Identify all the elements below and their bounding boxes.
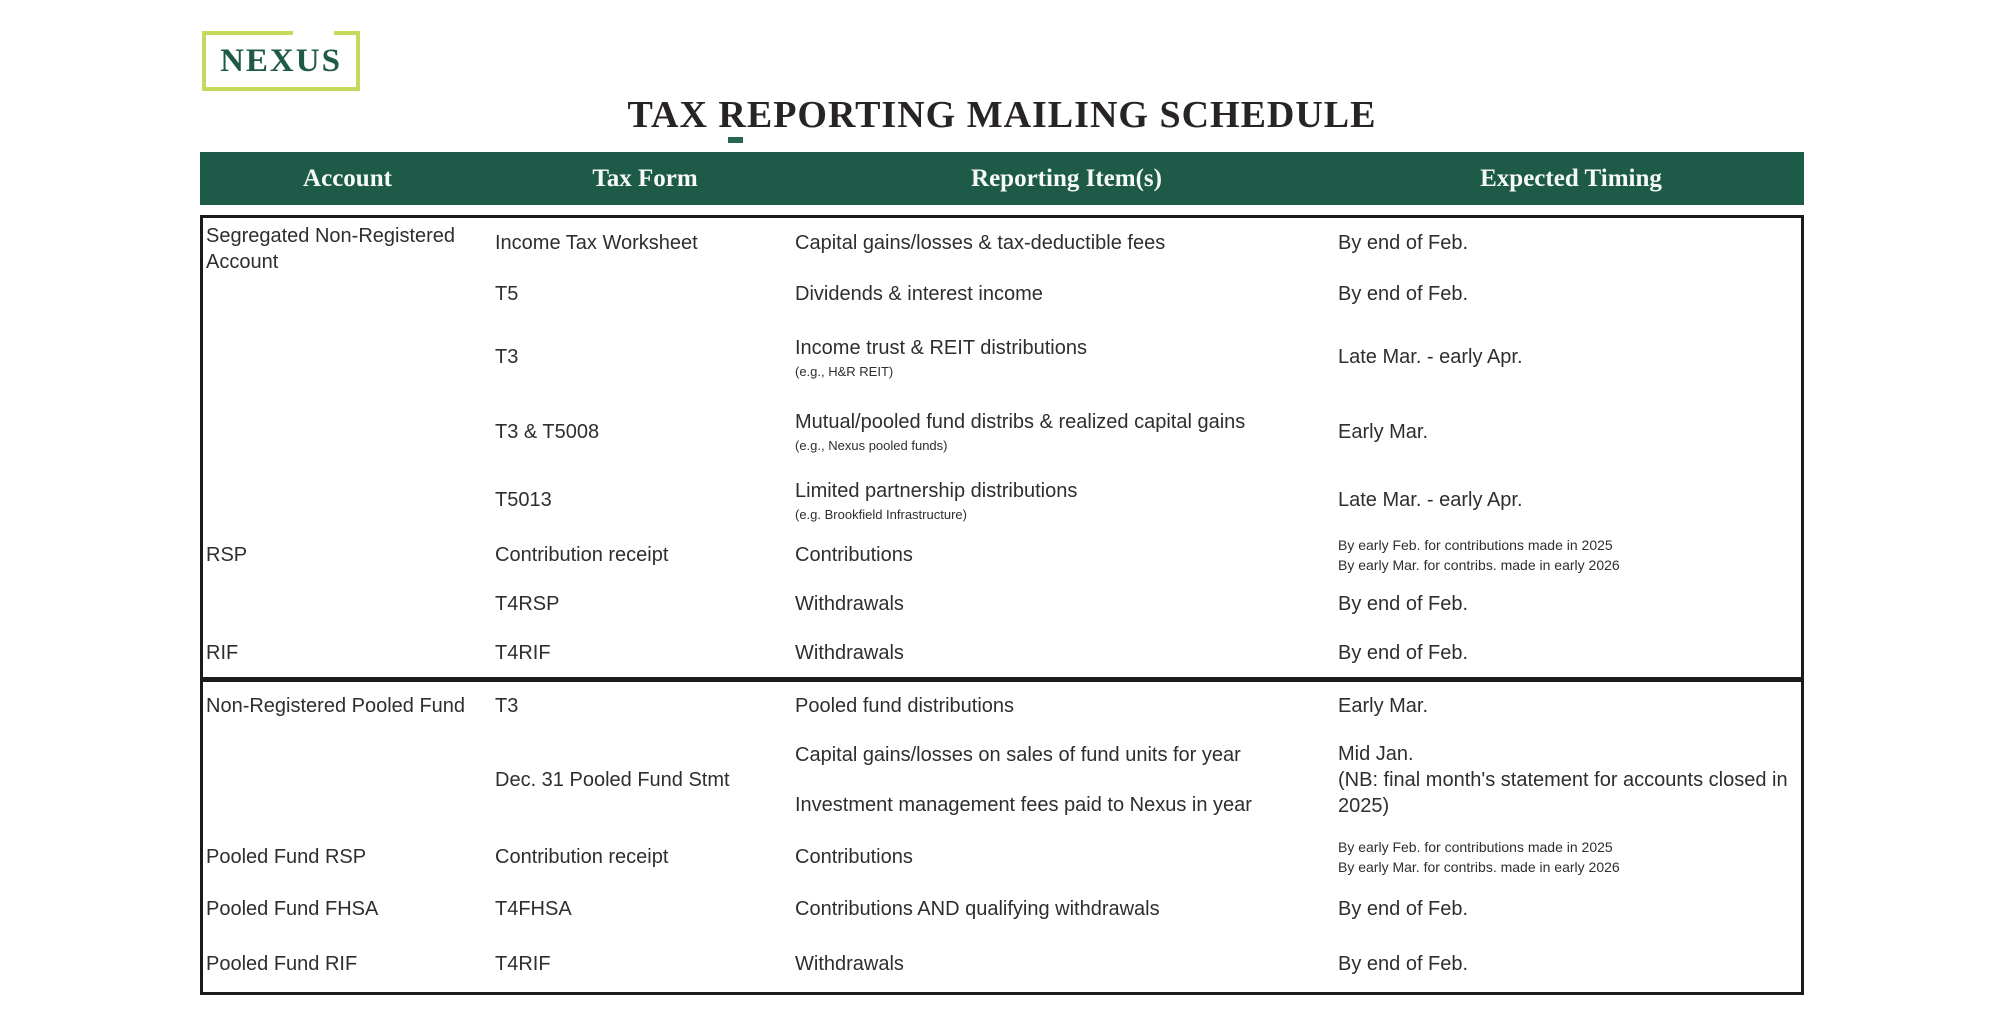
account-cell: [203, 729, 495, 831]
timing-cell: By early Feb. for contributions made in …: [1338, 831, 1801, 883]
reporting-item: Investment management fees paid to Nexus…: [795, 794, 1252, 816]
timing-cell: Mid Jan. (NB: final month's statement fo…: [1338, 729, 1801, 831]
timing-cell: By end of Feb.: [1338, 898, 1469, 920]
timing-note: (NB: final month's statement for account…: [1338, 769, 1788, 817]
reporting-cell: Contributions: [795, 544, 913, 566]
reporting-item: Mutual/pooled fund distribs & realized c…: [795, 411, 1246, 433]
header-tax-form: Tax Form: [592, 164, 698, 192]
account-cell: Non-Registered Pooled Fund: [206, 694, 466, 717]
table-row: T5013 Limited partnership distributions …: [203, 469, 1801, 531]
timing-cell: By end of Feb.: [1338, 952, 1469, 975]
timing-note-line: By early Feb. for contributions made in …: [1338, 839, 1613, 855]
page-title: TAX REPORTING MAILING SCHEDULE: [627, 94, 1377, 136]
table-row: T4RSP Withdrawals By end of Feb.: [203, 579, 1801, 629]
timing-note-line: By early Mar. for contribs. made in earl…: [1338, 859, 1620, 875]
account-cell: Segregated Non-Registered Account: [206, 225, 456, 273]
table-header-row: Account Tax Form Reporting Item(s) Expec…: [200, 152, 1804, 205]
table-row: T5 Dividends & interest income By end of…: [203, 268, 1801, 320]
reporting-item-note: (e.g. Brookfield Infrastructure): [795, 506, 967, 522]
reporting-item-note: (e.g., H&R REIT): [795, 363, 894, 379]
reporting-item-note: (e.g., Nexus pooled funds): [795, 438, 948, 453]
nexus-logo-text: NEXUS: [220, 42, 342, 79]
account-cell: Pooled Fund FHSA: [206, 898, 379, 920]
account-cell: [203, 579, 495, 629]
tax-form-cell: T4FHSA: [495, 898, 572, 920]
reporting-item: Income trust & REIT distributions: [795, 336, 1087, 359]
reporting-cell: Income trust & REIT distributions (e.g.,…: [795, 320, 1338, 394]
reporting-cell: Withdrawals: [795, 642, 904, 664]
table-row: Pooled Fund RIF T4RIF Withdrawals By end…: [203, 935, 1801, 992]
timing-cell: By end of Feb.: [1338, 283, 1469, 305]
account-cell: RIF: [206, 642, 239, 664]
timing-cell: By end of Feb.: [1338, 232, 1469, 254]
tax-form-cell: Dec. 31 Pooled Fund Stmt: [495, 769, 730, 791]
header-account: Account: [303, 164, 392, 192]
account-cell: Pooled Fund RIF: [206, 952, 358, 975]
reporting-cell: Withdrawals: [795, 593, 904, 615]
account-cell: Pooled Fund RSP: [206, 846, 367, 868]
header-expected-timing: Expected Timing: [1480, 164, 1662, 192]
reporting-cell: Dividends & interest income: [795, 283, 1043, 305]
section-divider: [203, 677, 1801, 682]
tax-form-cell: T4RIF: [495, 952, 551, 975]
account-cell: [203, 469, 495, 531]
account-cell: RSP: [206, 544, 248, 566]
timing-main: Mid Jan.: [1338, 743, 1414, 765]
table-row: Non-Registered Pooled Fund T3 Pooled fun…: [203, 682, 1801, 729]
table-row: Segregated Non-Registered Account Income…: [203, 218, 1801, 273]
account-cell: [203, 394, 495, 469]
reporting-cell: Pooled fund distributions: [795, 694, 1015, 717]
tax-form-cell: Contribution receipt: [495, 846, 669, 868]
timing-note-line: By early Feb. for contributions made in …: [1338, 537, 1613, 553]
table-row: Pooled Fund RSP Contribution receipt Con…: [203, 831, 1801, 883]
table-row: T3 Income trust & REIT distributions (e.…: [203, 320, 1801, 394]
tax-form-cell: T4RIF: [495, 642, 551, 664]
tax-form-cell: T3: [495, 694, 519, 717]
timing-cell: Early Mar.: [1338, 694, 1429, 717]
reporting-cell: Contributions AND qualifying withdrawals: [795, 898, 1160, 920]
tax-form-cell: T3 & T5008: [495, 420, 600, 443]
reporting-cell: Contributions: [795, 846, 913, 868]
tax-form-cell: Contribution receipt: [495, 544, 669, 566]
nexus-logo: NEXUS: [202, 31, 360, 91]
reporting-cell: Withdrawals: [795, 952, 904, 975]
tax-form-cell: T5013: [495, 489, 552, 511]
tax-form-cell: T4RSP: [495, 593, 560, 615]
reporting-cell: Limited partnership distributions (e.g. …: [795, 469, 1338, 531]
account-cell: [203, 320, 495, 394]
schedule-table: Segregated Non-Registered Account Income…: [200, 215, 1804, 995]
reporting-cell: Capital gains/losses & tax-deductible fe…: [795, 232, 1166, 254]
timing-note-line: By early Mar. for contribs. made in earl…: [1338, 557, 1620, 573]
tax-form-cell: Income Tax Worksheet: [495, 232, 698, 254]
table-row: Dec. 31 Pooled Fund Stmt Capital gains/l…: [203, 729, 1801, 831]
table-row: RSP Contribution receipt Contributions B…: [203, 531, 1801, 579]
timing-cell: By early Feb. for contributions made in …: [1338, 531, 1801, 579]
timing-cell: By end of Feb.: [1338, 593, 1469, 615]
reporting-item: Capital gains/losses on sales of fund un…: [795, 744, 1241, 766]
timing-cell: Late Mar. - early Apr.: [1338, 489, 1523, 511]
decorative-green-tick: [728, 137, 743, 143]
table-row: Pooled Fund FHSA T4FHSA Contributions AN…: [203, 883, 1801, 935]
reporting-item: Limited partnership distributions: [795, 479, 1078, 502]
timing-cell: Early Mar.: [1338, 420, 1429, 443]
timing-cell: Late Mar. - early Apr.: [1338, 346, 1523, 368]
header-reporting-items: Reporting Item(s): [971, 164, 1162, 192]
account-cell: [203, 268, 495, 320]
timing-cell: By end of Feb.: [1338, 642, 1469, 664]
table-row: RIF T4RIF Withdrawals By end of Feb.: [203, 629, 1801, 677]
reporting-cell: Capital gains/losses on sales of fund un…: [795, 729, 1338, 831]
tax-form-cell: T3: [495, 346, 519, 368]
reporting-cell: Mutual/pooled fund distribs & realized c…: [795, 394, 1338, 469]
tax-form-cell: T5: [495, 283, 519, 305]
table-row: T3 & T5008 Mutual/pooled fund distribs &…: [203, 394, 1801, 469]
